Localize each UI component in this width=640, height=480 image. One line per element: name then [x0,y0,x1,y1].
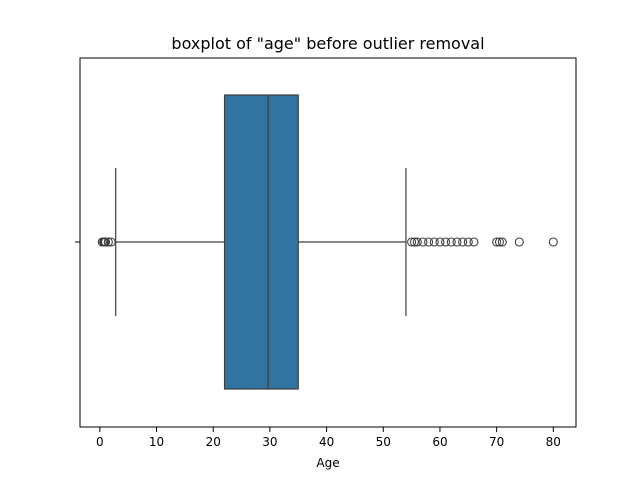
outlier-point [435,237,445,247]
outlier-point [429,237,439,247]
outlier-point [497,237,507,247]
outlier-point [424,237,434,247]
outlier-point [463,237,473,247]
plot-area [97,94,558,390]
outlier-point [514,237,524,247]
x-tick-label: 40 [319,435,334,449]
outlier-point [452,237,462,247]
x-axis-label: Age [316,456,339,470]
outlier-point [548,237,558,247]
outlier-point [100,237,111,247]
outlier-point [469,237,479,247]
x-tick-label: 30 [262,435,277,449]
outlier-point [407,237,417,247]
outlier-point [458,237,468,247]
outlier-point [418,237,428,247]
outlier-point [106,237,116,247]
chart-title: boxplot of "age" before outlier removal [171,34,484,53]
x-tick-label: 80 [546,435,561,449]
plot-frame [79,57,577,428]
x-tick-label: 50 [376,435,391,449]
x-tick-label: 0 [96,435,104,449]
x-tick-label: 10 [149,435,164,449]
x-tick-label: 60 [432,435,447,449]
x-tick-label: 70 [489,435,504,449]
x-tick-label: 20 [206,435,221,449]
outlier-point [446,237,456,247]
outlier-point [412,237,422,247]
outlier-point [492,237,502,247]
x-axis: 0 10 20 30 40 50 60 70 80 [75,241,561,449]
outlier-point [441,237,451,247]
outlier-point [494,237,505,247]
outlier-point [103,237,113,247]
box-iqr [223,94,299,390]
